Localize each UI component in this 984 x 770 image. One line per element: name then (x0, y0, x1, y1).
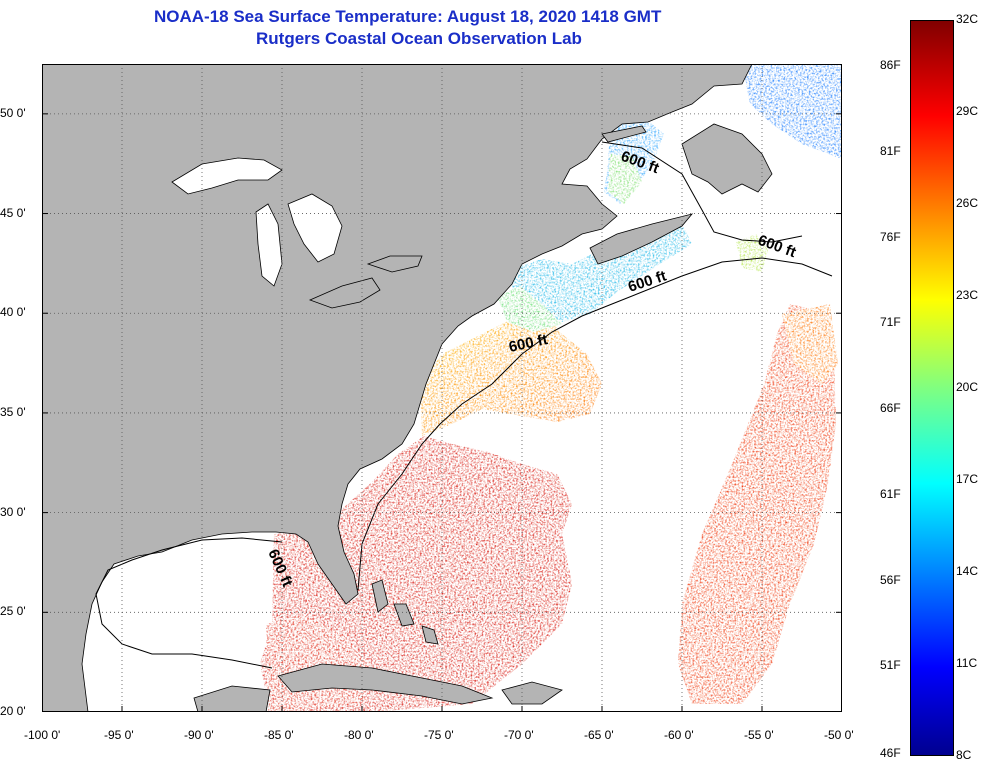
lon-label: -65 0' (584, 728, 614, 742)
colorbar-label-fahrenheit: 81F (880, 143, 901, 158)
colorbar-gradient (910, 20, 954, 756)
lake-erie-outline (308, 277, 381, 309)
colorbar-label-celsius: 14C (956, 564, 979, 578)
lon-label: -50 0' (824, 728, 854, 742)
axis-ticks (42, 113, 842, 712)
land-hispaniola (501, 681, 563, 705)
lon-label: -100 0' (24, 728, 61, 742)
land-newfoundland (681, 123, 773, 195)
colorbar-label-fahrenheit: 86F (880, 58, 901, 72)
colorbar-label-fahrenheit: 76F (880, 229, 901, 244)
lat-lon-grid (42, 64, 842, 712)
title-line-2: Rutgers Coastal Ocean Observation Lab (256, 29, 582, 48)
great-lakes-layer (171, 157, 423, 309)
colorbar-label-celsius: 32C (956, 12, 979, 26)
colorbar-label-fahrenheit: 61F (880, 486, 901, 501)
sst-field-midatlantic (420, 316, 602, 436)
colorbar-label-fahrenheit: 71F (880, 315, 901, 330)
land-yucatan (193, 685, 271, 712)
sst-field-st-lawrence-green (608, 154, 642, 204)
colorbar-label-celsius: 23C (956, 288, 979, 302)
lat-label: 25 0' (0, 604, 26, 619)
colorbar-label-celsius: 29C (956, 104, 979, 118)
colorbar-label-fahrenheit: 66F (880, 401, 901, 415)
lat-label: 35 0' (0, 404, 26, 419)
lat-label: 40 0' (0, 305, 26, 320)
sst-field-labrador (742, 64, 842, 159)
colorbar-label-celsius: 8C (956, 748, 972, 762)
title-line-1: NOAA-18 Sea Surface Temperature: August … (154, 7, 662, 26)
land-layer (42, 64, 773, 712)
sst-field-maine-coast (497, 286, 562, 332)
land-anticosti (601, 125, 647, 143)
lon-label: -80 0' (344, 728, 374, 742)
lon-label: -55 0' (744, 728, 774, 742)
lat-label: 45 0' (0, 205, 26, 220)
isobath-line-atlantic (357, 257, 833, 591)
sst-field-grand-banks (736, 234, 768, 272)
colorbar-label-celsius: 11C (956, 656, 978, 670)
temperature-colorbar (910, 20, 954, 756)
sst-field-offshore-north (782, 304, 838, 384)
lon-label: -70 0' (504, 728, 534, 742)
lat-label: 20 0' (0, 704, 26, 718)
lon-label: -60 0' (664, 728, 694, 742)
land-cuba (277, 663, 494, 705)
colorbar-label-fahrenheit: 56F (880, 572, 901, 587)
sst-field-offshore-band (678, 304, 836, 704)
colorbar-label-celsius: 20C (956, 380, 979, 394)
colorbar-label-celsius: 26C (956, 196, 979, 210)
lake-superior (171, 157, 283, 195)
lat-label: 50 0' (0, 105, 26, 120)
colorbar-label-fahrenheit: 51F (880, 658, 901, 673)
lon-label: -95 0' (104, 728, 134, 742)
sst-map: 600 ft 600 ft 600 ft 600 ft 600 ft (42, 64, 842, 712)
colorbar-label-celsius: 17C (956, 472, 979, 486)
isobath-line-stlawrence (601, 141, 803, 243)
lake-michigan (255, 203, 283, 287)
lat-label: 30 0' (0, 504, 26, 519)
lon-label: -85 0' (264, 728, 294, 742)
land-bahamas (371, 579, 439, 645)
land-nova-scotia (589, 213, 694, 265)
lake-ontario-outline (366, 255, 423, 273)
lon-label: -75 0' (424, 728, 454, 742)
colorbar-label-fahrenheit: 46F (880, 746, 901, 760)
lake-huron (287, 193, 343, 263)
lon-label: -90 0' (184, 728, 214, 742)
